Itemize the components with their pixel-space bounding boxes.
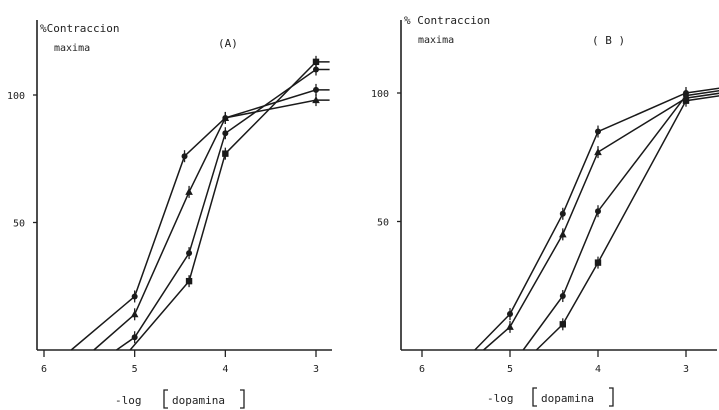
panel-a-left-bracket (163, 389, 168, 409)
panel-b-series-4-point (559, 321, 566, 328)
panel-a-series-3-point (186, 250, 193, 257)
panel-b-series-3-point (559, 293, 566, 300)
panel-a-series-2-point (312, 96, 320, 104)
panel-b-label: ( B ) (592, 34, 625, 47)
panel-b-series-4-point (682, 97, 690, 104)
panel-b-series-1-point (595, 128, 601, 135)
panel-a-series-1-point (181, 153, 188, 160)
panel-a-xlabel-name: dopamina (172, 394, 225, 407)
panel-a-series-2-point (185, 187, 193, 195)
panel-b-plot (474, 87, 719, 351)
panel-a-y-tick-label: 100 (7, 91, 25, 102)
panel-b: % Contraccion maxima ( B ) 6 5 4 3 50 100 -lo… (371, 14, 719, 407)
panel-b-series-2-point (559, 230, 567, 238)
panel-b-series-1-line (474, 87, 719, 351)
panel-a-series-1-point (131, 293, 138, 300)
panel-b-ticks: 6 5 4 3 50 100 (371, 89, 689, 375)
panel-a-ylabel-line1: %Contraccion (40, 22, 119, 35)
panel-a-series-3-line (116, 68, 330, 351)
panel-b-xlabel: -log dopamina (487, 387, 614, 407)
panel-b-xlabel-name: dopamina (541, 392, 594, 405)
panel-a-ticks: 6 5 4 3 50 100 (7, 91, 319, 375)
panel-a-x-tick-label: 5 (132, 364, 138, 375)
panel-a-right-bracket (240, 389, 245, 409)
panel-b-series-2-point (594, 148, 602, 156)
panel-a-xlabel: -log dopamina (115, 389, 245, 409)
panel-a: %Contraccion maxima (A) 6 5 4 3 50 100 -log d… (7, 20, 332, 409)
panel-b-series-1-point (559, 210, 566, 217)
panel-a-series-4-point (312, 58, 320, 66)
panel-a-series-4-line (129, 61, 330, 351)
panel-a-plot (70, 55, 330, 351)
panel-a-series-4-point (185, 277, 193, 285)
panel-b-x-tick-label: 5 (507, 364, 513, 375)
panel-a-series-2-point (130, 310, 139, 318)
panel-b-right-bracket (609, 387, 614, 407)
panel-b-ylabel-line2: maxima (418, 35, 454, 46)
panel-a-xlabel-prefix: -log (115, 394, 142, 407)
panel-b-x-tick-label: 6 (419, 364, 425, 375)
panel-a-x-tick-label: 4 (222, 364, 228, 375)
panel-a-x-tick-label: 6 (41, 364, 47, 375)
panel-a-series-3-point (222, 130, 229, 137)
panel-a-series-2-point (221, 113, 230, 121)
panel-a-series-2-line (93, 99, 330, 351)
panel-a-series-1-point (313, 86, 319, 93)
panel-b-series-1-point (507, 311, 513, 318)
panel-a-label: (A) (218, 37, 238, 50)
panel-a-series-3-point (313, 66, 319, 73)
panel-b-series-2-line (483, 92, 719, 351)
panel-a-ylabel-line2: maxima (54, 43, 90, 54)
panel-b-series-2-point (506, 322, 514, 330)
panel-b-y-tick-label: 50 (377, 218, 389, 229)
panel-b-y-tick-label: 100 (371, 89, 389, 100)
panel-b-series-4-point (594, 259, 602, 266)
panel-b-xlabel-prefix: -log (487, 392, 514, 405)
panel-a-series-3-point (131, 334, 138, 341)
panel-b-ylabel-line1: % Contraccion (404, 14, 490, 27)
panel-a-y-tick-label: 50 (13, 219, 25, 230)
panel-b-series-3-point (595, 208, 601, 215)
panel-b-x-tick-label: 4 (595, 364, 601, 375)
panel-a-x-tick-label: 3 (313, 364, 319, 375)
panel-a-series-1-line (70, 89, 330, 351)
panel-b-x-tick-label: 3 (683, 364, 689, 375)
panel-b-left-bracket (532, 387, 537, 407)
panel-a-series-4-point (222, 150, 229, 157)
